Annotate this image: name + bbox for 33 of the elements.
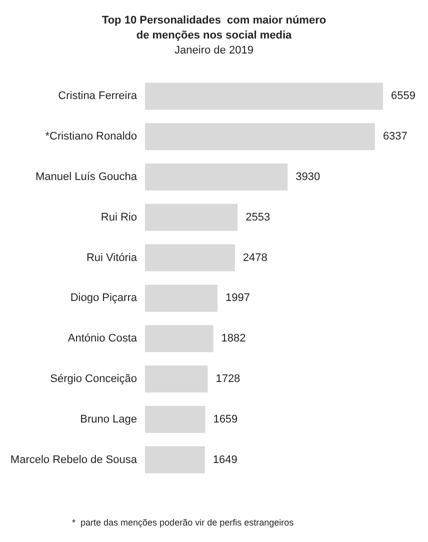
data-label: 1649 — [212, 454, 238, 466]
bar — [145, 284, 218, 312]
y-tick-label: Rui Rio — [100, 211, 137, 224]
chart-title: Top 10 Personalidades com maior número de menções nos social media — [102, 14, 326, 42]
bar — [145, 164, 288, 190]
y-tick-label: Diogo Piçarra — [70, 292, 138, 304]
data-label: 1882 — [221, 332, 246, 345]
chart-subtitle: Janeiro de 2019 — [174, 44, 254, 56]
y-tick-label: Bruno Lage — [80, 413, 137, 426]
data-label: 6559 — [391, 90, 416, 102]
y-tick-label: António Costa — [68, 332, 138, 345]
bar — [145, 406, 206, 433]
bar — [145, 204, 238, 231]
text: * parte das menções poderão vir de perfis estrangeiros — [72, 518, 294, 528]
y-tick-label: Sérgio Conceição — [50, 373, 137, 385]
bar — [145, 325, 214, 352]
y-tick-label: Cristina Ferreira — [58, 90, 138, 102]
data-label: 1659 — [213, 413, 238, 426]
bar — [145, 366, 208, 392]
bar — [145, 123, 375, 150]
y-tick-label: Marcelo Rebelo de Sousa — [10, 454, 138, 466]
y-tick-label: Rui Vitória — [86, 252, 138, 264]
bar — [145, 446, 205, 474]
data-label: 3930 — [296, 171, 320, 183]
data-label: 1728 — [216, 373, 240, 385]
bar — [145, 82, 383, 110]
y-tick-label: Manuel Luís Goucha — [35, 171, 138, 183]
data-label: 2478 — [242, 252, 268, 264]
data-label: 6337 — [382, 130, 408, 143]
data-label: 1997 — [225, 292, 250, 304]
data-label: 2553 — [246, 211, 270, 224]
bar — [145, 244, 235, 272]
y-tick-label: *Cristiano Ronaldo — [45, 130, 137, 143]
